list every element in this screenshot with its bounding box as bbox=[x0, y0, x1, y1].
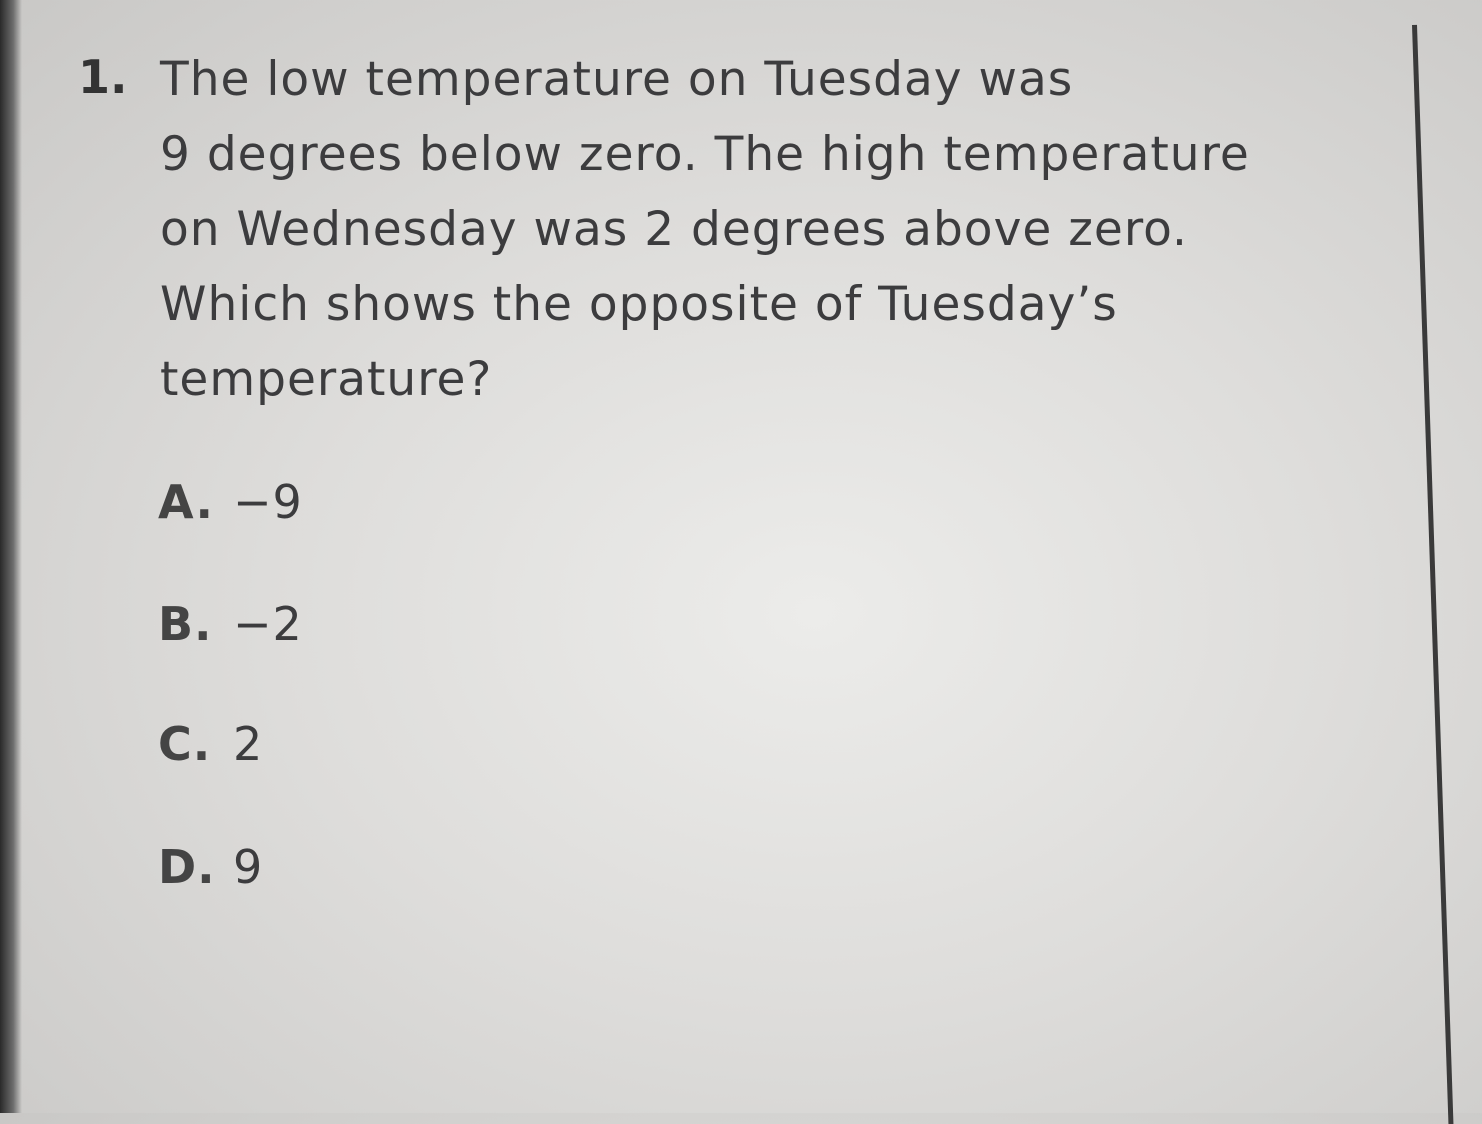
option-b[interactable]: B. −2 bbox=[158, 597, 303, 651]
option-value: 9 bbox=[233, 840, 264, 894]
question-line: temperature? bbox=[160, 352, 493, 407]
option-c[interactable]: C. 2 bbox=[158, 717, 263, 771]
question-text: The low temperature on Tuesday was 9 deg… bbox=[160, 42, 1380, 417]
question-line: on Wednesday was 2 degrees above zero. bbox=[160, 202, 1188, 257]
option-value: 2 bbox=[233, 717, 264, 771]
option-value: −9 bbox=[233, 475, 303, 529]
question-line: 9 degrees below zero. The high temperatu… bbox=[160, 127, 1250, 182]
question-line: The low temperature on Tuesday was bbox=[160, 52, 1074, 107]
option-value: −2 bbox=[233, 597, 303, 651]
option-letter: C. bbox=[158, 717, 212, 771]
page-edge-shadow bbox=[0, 0, 22, 1113]
option-letter: D. bbox=[158, 840, 216, 894]
vertical-rule bbox=[1412, 24, 1454, 1124]
option-letter: A. bbox=[158, 475, 214, 529]
option-a[interactable]: A. −9 bbox=[158, 475, 303, 529]
option-d[interactable]: D. 9 bbox=[158, 840, 263, 894]
question-line: Which shows the opposite of Tuesday’s bbox=[160, 277, 1118, 332]
question-number: 1. bbox=[78, 50, 128, 104]
option-letter: B. bbox=[158, 597, 213, 651]
